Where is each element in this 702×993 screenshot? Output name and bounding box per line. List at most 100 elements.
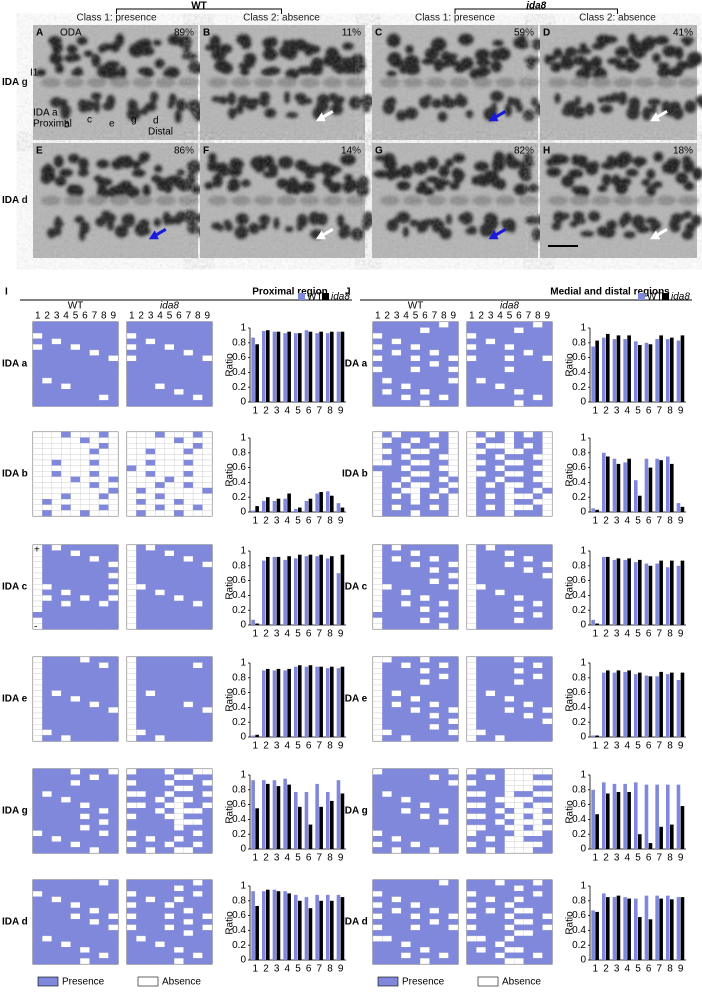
presence-cell [71,333,80,339]
presence-cell [127,947,136,953]
presence-cell [109,395,118,401]
presence-cell [99,707,108,713]
y-tick-label: 0.6 [572,575,586,586]
x-tick-label: 4 [285,853,291,864]
presence-cell [165,696,174,702]
absence-cell [80,432,89,438]
presence-cell [476,797,485,803]
x-tick-label: 1 [253,516,259,527]
presence-cell [524,618,533,624]
presence-cell [486,730,495,736]
presence-cell [543,567,552,573]
bar [634,480,638,512]
grid-column [174,545,183,629]
grid-column [136,657,145,741]
absence-cell [136,454,145,460]
presence-cell [382,339,391,345]
presence-cell [392,460,401,466]
presence-cell [203,886,212,892]
presence-cell [61,432,70,438]
absence-cell [401,942,410,948]
presence-cell [174,510,183,516]
absence-cell [52,443,61,449]
absence-cell [42,482,51,488]
presence-cell [430,735,439,741]
bar [606,334,610,402]
absence-cell [99,880,108,886]
presence-cell [476,958,485,964]
presence-cell [373,803,382,809]
x-tick-label: 1 [253,741,259,752]
presence-cell [61,322,70,328]
presence-cell [430,657,439,663]
y-tick-label: 0 [580,732,586,743]
absence-cell [33,663,42,669]
presence-cell [174,735,183,741]
presence-cell [449,389,458,395]
presence-cell [155,432,164,438]
absence-cell [52,691,61,697]
presence-cell [430,936,439,942]
presence-cell [476,384,485,390]
presence-cell [203,322,212,328]
presence-grid [127,657,212,741]
presence-cell [505,685,514,691]
presence-cell [411,339,420,345]
presence-cell [193,623,202,629]
absence-cell [127,556,136,562]
presence-cell [382,925,391,931]
grid-column [505,432,514,516]
presence-cell [52,953,61,959]
absence-cell [449,471,458,477]
presence-cell [486,735,495,741]
presence-cell [155,333,164,339]
absence-cell [401,601,410,607]
absence-cell [486,847,495,853]
presence-cell [401,322,410,328]
y-tick-label: 0.6 [572,799,586,810]
absence-cell [174,808,183,814]
presence-cell [109,897,118,903]
presence-cell [467,378,476,384]
absence-cell [90,454,99,460]
presence-cell [174,668,183,674]
presence-cell [193,328,202,334]
presence-cell [439,567,448,573]
y-tick-label: 1 [240,433,246,444]
presence-cell [61,663,70,669]
absence-cell [514,803,523,809]
absence-cell [514,836,523,842]
presence-cell [99,942,108,948]
presence-cell [392,607,401,613]
presence-cell [439,958,448,964]
presence-cell [61,702,70,708]
absence-cell [449,584,458,590]
presence-cell [401,803,410,809]
presence-cell [33,825,42,831]
presence-cell [42,372,51,378]
presence-cell [52,663,61,669]
presence-cell [155,958,164,964]
annotation: d [153,116,159,127]
presence-cell [486,707,495,713]
grid-column [80,880,89,964]
absence-cell [373,936,382,942]
presence-cell [420,510,429,516]
presence-cell [543,367,552,373]
presence-cell [155,880,164,886]
presence-cell [430,786,439,792]
presence-cell [193,914,202,920]
absence-cell [514,460,523,466]
presence-cell [420,691,429,697]
presence-cell [146,668,155,674]
presence-cell [136,567,145,573]
presence-cell [165,579,174,585]
absence-cell [184,808,193,814]
presence-cell [439,668,448,674]
grid-column [430,657,439,741]
presence-cell [203,367,212,373]
presence-cell [174,372,183,378]
absence-cell [505,847,514,853]
presence-cell [476,925,485,931]
presence-cell [80,618,89,624]
